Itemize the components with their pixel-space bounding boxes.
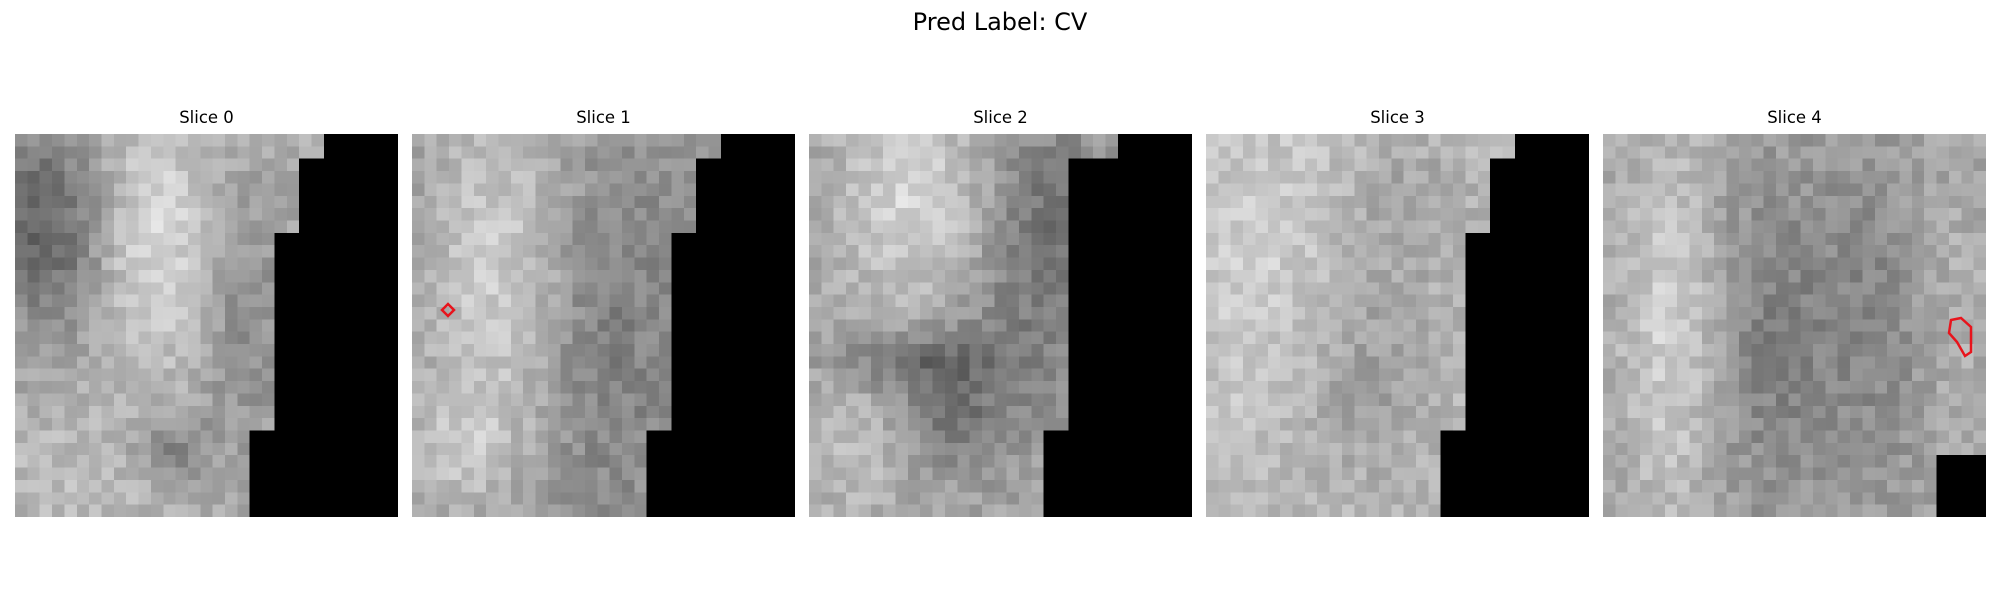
slice-title: Slice 1 bbox=[576, 108, 631, 127]
figure-title: Pred Label: CV bbox=[912, 8, 1088, 36]
slice-image-2 bbox=[809, 134, 1192, 517]
slice-panel-2: Slice 2 bbox=[809, 108, 1192, 517]
slice-panel-1: Slice 1 bbox=[412, 108, 795, 517]
slice-title: Slice 4 bbox=[1767, 108, 1822, 127]
slice-title: Slice 2 bbox=[973, 108, 1028, 127]
slice-title: Slice 0 bbox=[179, 108, 234, 127]
slice-panel-3: Slice 3 bbox=[1206, 108, 1589, 517]
slice-image-3 bbox=[1206, 134, 1589, 517]
slice-panel-4: Slice 4 bbox=[1603, 108, 1986, 517]
slice-image-1 bbox=[412, 134, 795, 517]
slice-panel-0: Slice 0 bbox=[15, 108, 398, 517]
slice-title: Slice 3 bbox=[1370, 108, 1425, 127]
slice-image-0 bbox=[15, 134, 398, 517]
slice-image-4 bbox=[1603, 134, 1986, 517]
